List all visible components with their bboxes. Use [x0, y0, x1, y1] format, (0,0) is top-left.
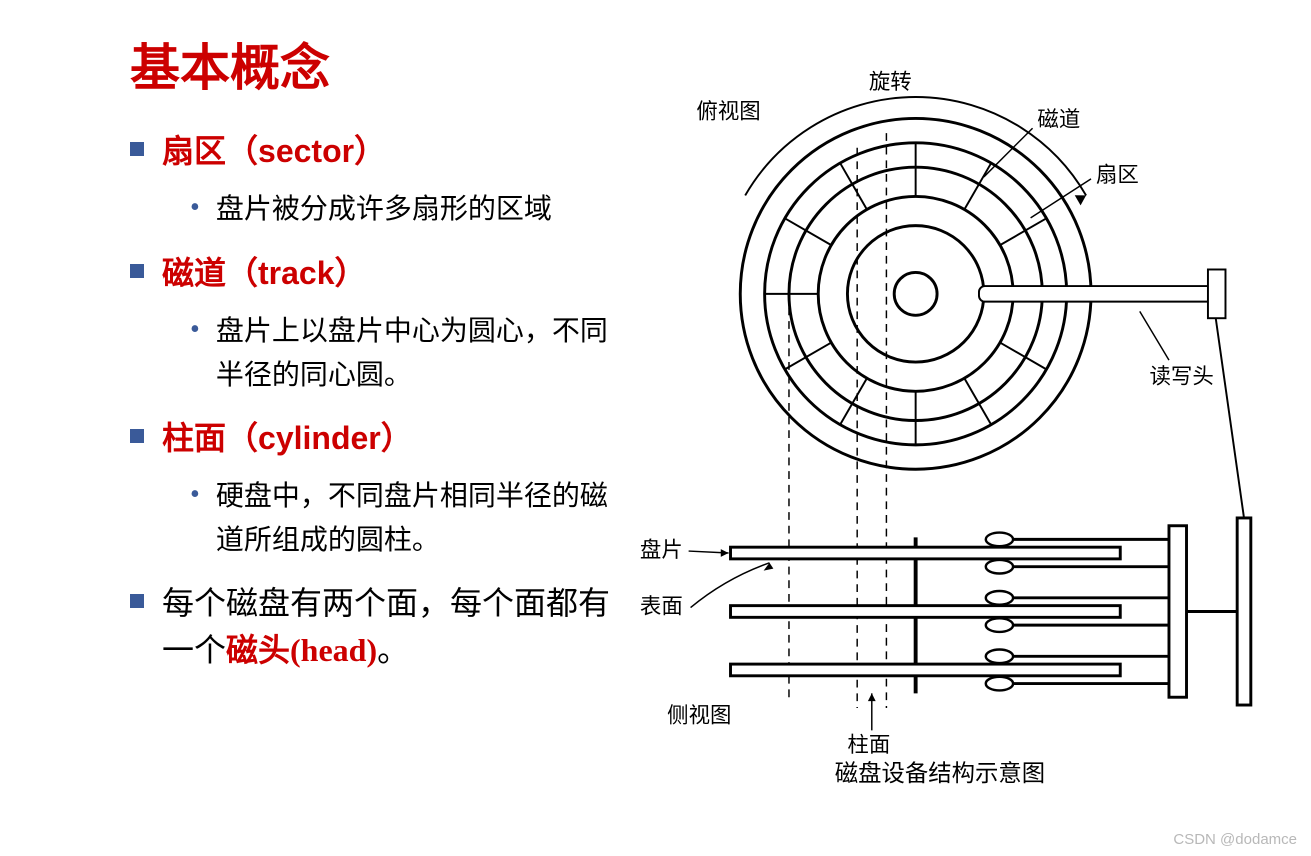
svg-text:表面: 表面 [640, 594, 683, 618]
dot-bullet-icon: • [190, 475, 200, 514]
term-sector: 扇区 [162, 133, 226, 169]
svg-text:侧视图: 侧视图 [667, 704, 731, 728]
disk-diagram: 俯视图 旋转磁道扇区读写头盘片表面侧视图柱面磁盘设备结构示意图 [620, 60, 1260, 820]
square-bullet-icon [130, 429, 144, 443]
list-item: 柱面（cylinder） [130, 415, 610, 461]
list-item: 扇区（sector） [130, 128, 610, 174]
square-bullet-icon [130, 594, 144, 608]
list-subitem: • 盘片被分成许多扇形的区域 [190, 188, 610, 231]
svg-text:扇区: 扇区 [1096, 163, 1139, 187]
svg-text:磁盘设备结构示意图: 磁盘设备结构示意图 [835, 760, 1045, 787]
term-track: 磁道 [162, 255, 226, 291]
term-head: 磁头(head) [226, 632, 377, 668]
term-track-paren: （track） [226, 255, 367, 291]
list-item: 磁道（track） [130, 250, 610, 296]
watermark: CSDN @dodamce [1173, 831, 1297, 848]
sub-track: 盘片上以盘片中心为圆心，不同半径的同心圆。 [216, 310, 610, 397]
list-subitem: • 硬盘中，不同盘片相同半径的磁道所组成的圆柱。 [190, 475, 610, 562]
sub-cylinder: 硬盘中，不同盘片相同半径的磁道所组成的圆柱。 [216, 475, 610, 562]
square-bullet-icon [130, 264, 144, 278]
term-cylinder-paren: （cylinder） [226, 420, 413, 456]
svg-text:俯视图: 俯视图 [696, 99, 760, 123]
square-bullet-icon [130, 142, 144, 156]
dot-bullet-icon: • [190, 310, 200, 349]
term-cylinder: 柱面 [162, 420, 226, 456]
sub-sector: 盘片被分成许多扇形的区域 [216, 188, 552, 231]
concept-list: 扇区（sector） • 盘片被分成许多扇形的区域 磁道（track） • 盘片… [130, 110, 610, 673]
list-item: 每个磁盘有两个面，每个面都有一个磁头(head)。 [130, 580, 610, 673]
dot-bullet-icon: • [190, 188, 200, 227]
list-subitem: • 盘片上以盘片中心为圆心，不同半径的同心圆。 [190, 310, 610, 397]
page-title: 基本概念 [130, 28, 330, 100]
tail-b: 。 [377, 632, 409, 668]
svg-text:盘片: 盘片 [640, 538, 683, 562]
svg-text:读写头: 读写头 [1149, 364, 1213, 388]
svg-text:磁道: 磁道 [1037, 107, 1080, 131]
term-sector-paren: （sector） [226, 133, 386, 169]
svg-text:旋转: 旋转 [869, 70, 912, 94]
svg-text:柱面: 柱面 [847, 733, 890, 757]
